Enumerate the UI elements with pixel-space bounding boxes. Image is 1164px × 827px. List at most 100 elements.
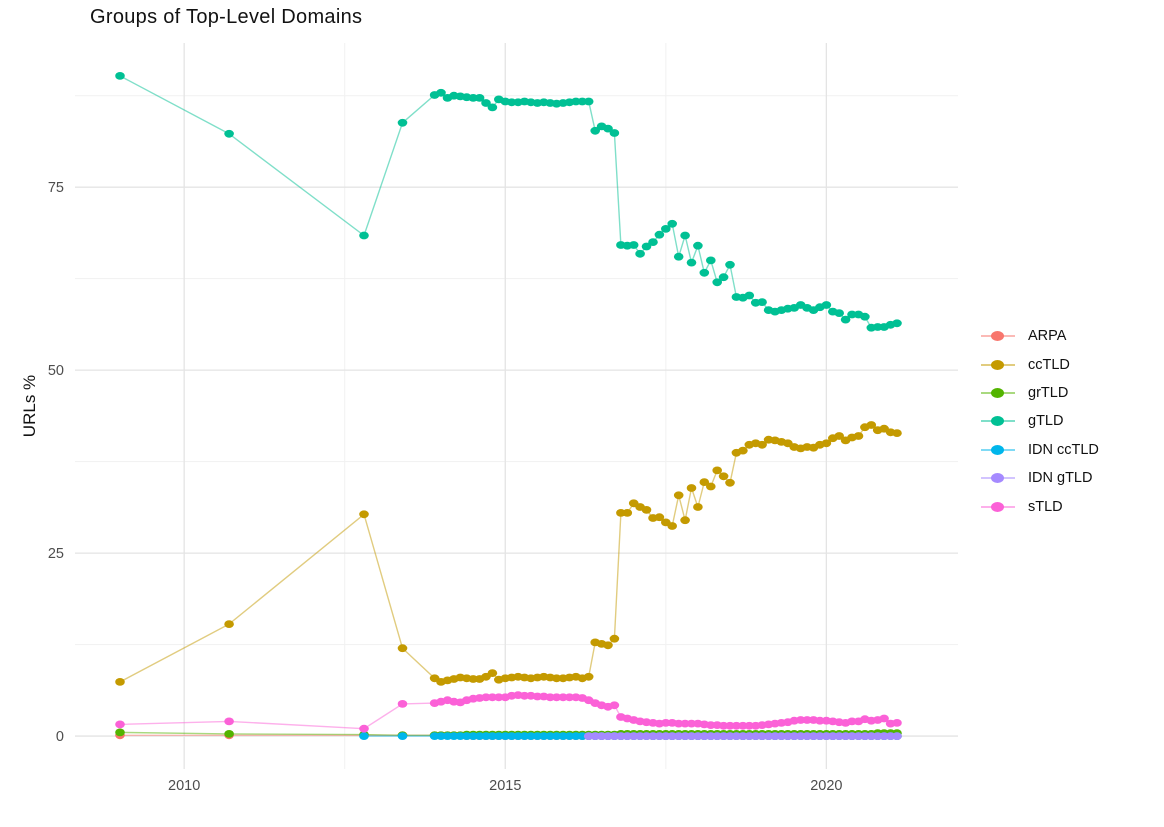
point-ccTLD: [718, 472, 729, 481]
legend-key-icon: [981, 500, 1015, 514]
point-gTLD: [757, 298, 767, 306]
legend-entry-IDN-ccTLD: IDN ccTLD: [981, 436, 1099, 464]
y-tick-label: 50: [48, 363, 64, 379]
point-gTLD: [718, 273, 729, 282]
point-sTLD: [879, 714, 889, 723]
x-tick-label: 2015: [489, 778, 521, 794]
point-ccTLD: [603, 641, 613, 650]
point-ccTLD: [654, 513, 665, 522]
point-gTLD: [641, 242, 652, 251]
x-tick-label: 2020: [810, 778, 842, 794]
legend-label: IDN ccTLD: [1028, 441, 1099, 458]
point-gTLD: [892, 319, 902, 328]
point-grTLD: [115, 728, 125, 737]
point-gTLD: [680, 231, 690, 240]
point-ccTLD: [641, 506, 652, 514]
point-gTLD: [725, 260, 735, 269]
x-tick-label: 2010: [168, 778, 200, 794]
point-gTLD: [635, 249, 645, 258]
legend-key-icon: [981, 329, 1015, 343]
point-gTLD: [686, 258, 697, 267]
line-gTLD: [119, 75, 898, 329]
point-ccTLD: [583, 672, 594, 681]
legend-label: grTLD: [1028, 384, 1069, 401]
point-ccTLD: [487, 669, 498, 677]
point-gTLD: [648, 238, 658, 247]
point-gTLD: [712, 278, 722, 287]
point-IDN-ccTLD: [359, 732, 369, 740]
legend-label: ARPA: [1028, 328, 1067, 345]
point-ccTLD: [757, 440, 767, 449]
point-ccTLD: [693, 503, 703, 511]
point-ccTLD: [725, 478, 735, 487]
point-gTLD: [115, 72, 125, 80]
legend-entry-ARPA: ARPA: [981, 322, 1099, 350]
point-gTLD: [628, 241, 639, 249]
legend-entry-gTLD: gTLD: [981, 407, 1099, 435]
point-gTLD: [673, 252, 684, 261]
point-ccTLD: [115, 678, 125, 686]
point-gTLD: [436, 88, 446, 97]
point-ccTLD: [853, 432, 864, 440]
point-ccTLD: [866, 421, 877, 429]
point-IDN-gTLD: [892, 732, 902, 740]
point-gTLD: [821, 301, 832, 309]
point-gTLD: [224, 129, 234, 138]
point-ccTLD: [359, 510, 369, 519]
point-ccTLD: [738, 446, 748, 455]
y-tick-label: 0: [56, 729, 64, 745]
point-gTLD: [840, 315, 851, 324]
legend-label: IDN gTLD: [1028, 470, 1093, 487]
legend-key-dot: [991, 359, 1004, 370]
point-gTLD: [481, 99, 491, 107]
y-tick-label: 75: [48, 180, 64, 196]
legend-key-dot: [991, 473, 1004, 484]
point-ccTLD: [821, 439, 832, 448]
point-gTLD: [583, 97, 594, 106]
legend-key-dot: [991, 331, 1004, 342]
point-ccTLD: [622, 509, 633, 517]
y-tick-label: 25: [48, 546, 64, 562]
point-gTLD: [487, 103, 498, 112]
point-ccTLD: [706, 482, 716, 491]
legend-key-icon: [981, 414, 1015, 428]
point-ccTLD: [680, 516, 690, 525]
legend-entry-ccTLD: ccTLD: [981, 350, 1099, 378]
point-gTLD: [860, 312, 870, 321]
point-sTLD: [224, 717, 234, 726]
point-gTLD: [661, 225, 671, 233]
point-gTLD: [693, 241, 703, 250]
legend-label: sTLD: [1028, 498, 1063, 515]
point-ccTLD: [609, 634, 620, 643]
legend-key-dot: [991, 444, 1004, 455]
point-grTLD: [224, 730, 234, 738]
point-ccTLD: [834, 432, 844, 440]
point-sTLD: [115, 720, 125, 729]
legend-key-icon: [981, 358, 1015, 372]
point-ccTLD: [712, 466, 722, 475]
legend-key-icon: [981, 443, 1015, 457]
point-ccTLD: [686, 484, 697, 492]
point-sTLD: [892, 719, 902, 727]
point-sTLD: [609, 701, 620, 710]
point-IDN-ccTLD: [397, 732, 408, 740]
legend-entry-sTLD: sTLD: [981, 492, 1099, 520]
legend-key-icon: [981, 386, 1015, 400]
point-ccTLD: [667, 522, 677, 530]
legend-label: ccTLD: [1028, 356, 1070, 373]
point-gTLD: [744, 291, 755, 300]
point-sTLD: [397, 700, 408, 708]
legend-entry-IDN-gTLD: IDN gTLD: [981, 464, 1099, 492]
point-gTLD: [397, 118, 408, 127]
chart-title: Groups of Top-Level Domains: [90, 6, 363, 28]
point-gTLD: [590, 126, 600, 135]
point-ccTLD: [224, 620, 234, 628]
point-ccTLD: [892, 429, 902, 437]
point-gTLD: [706, 256, 716, 265]
point-gTLD: [654, 230, 665, 239]
point-gTLD: [699, 268, 710, 277]
point-gTLD: [474, 94, 485, 102]
point-sTLD: [359, 724, 369, 733]
point-ccTLD: [397, 644, 408, 653]
